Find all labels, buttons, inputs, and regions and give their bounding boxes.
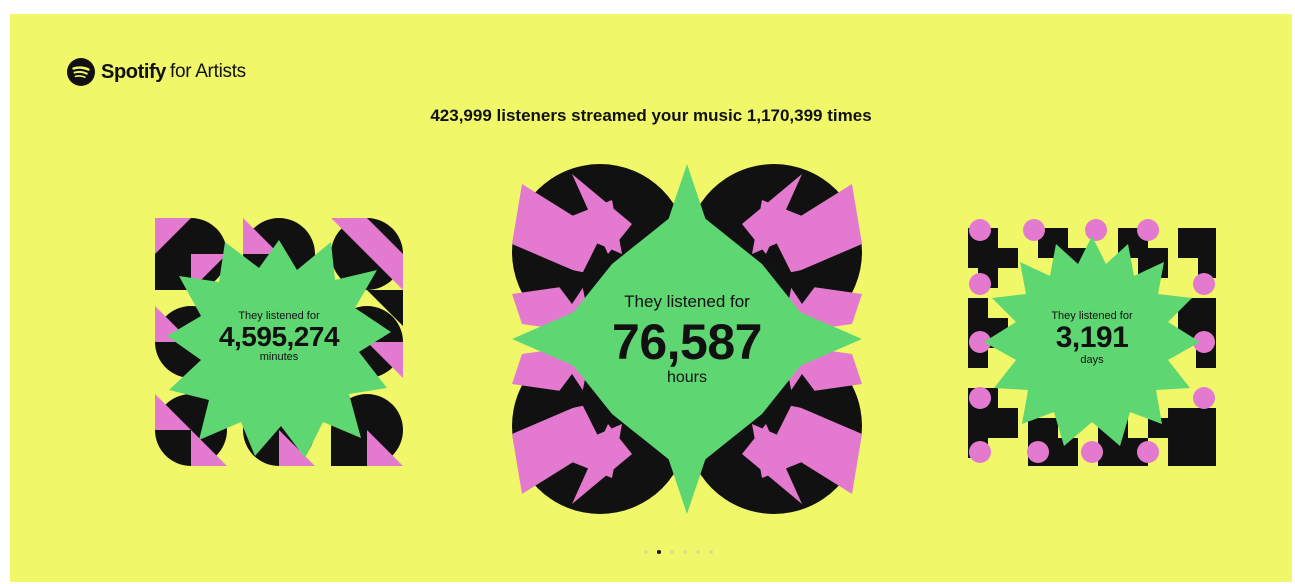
days-card-value: 3,191 xyxy=(1055,321,1129,354)
hours-card-artwork xyxy=(512,164,862,514)
days-card-lead: They listened for xyxy=(1051,310,1133,322)
days-card-text: They listened for 3,191 days xyxy=(968,310,1216,366)
pagination-dot[interactable] xyxy=(670,550,674,554)
pagination-dot[interactable] xyxy=(709,550,713,554)
hours-card-value: 76,587 xyxy=(612,314,762,370)
brand-suffix: for Artists xyxy=(169,61,246,82)
pagination-dot[interactable] xyxy=(657,550,661,554)
minutes-card-text: They listened for 4,595,274 minutes xyxy=(155,310,403,363)
minutes-card-value: 4,595,274 xyxy=(218,321,340,352)
hours-card-text: They listened for 76,587 hours xyxy=(512,292,862,387)
minutes-card-artwork xyxy=(155,218,403,466)
spotify-logo-icon xyxy=(67,58,95,86)
hours-card[interactable]: They listened for 76,587 hours xyxy=(512,164,862,514)
minutes-card[interactable]: They listened for 4,595,274 minutes xyxy=(155,218,403,466)
hours-card-unit: hours xyxy=(666,368,708,386)
pagination-dot[interactable] xyxy=(644,550,648,554)
listeners-headline: 423,999 listeners streamed your music 1,… xyxy=(430,106,872,125)
hours-card-lead: They listened for xyxy=(624,292,750,311)
carousel-pagination xyxy=(644,550,713,554)
minutes-card-lead: They listened for xyxy=(238,310,320,322)
pagination-dot[interactable] xyxy=(683,550,687,554)
minutes-card-unit: minutes xyxy=(259,351,299,364)
days-card-unit: days xyxy=(1080,353,1104,366)
wrapped-stage: Spotify for Artists 423,999 listeners st… xyxy=(10,14,1292,582)
days-card[interactable]: They listened for 3,191 days xyxy=(968,218,1216,466)
spotify-for-artists-logo[interactable]: Spotify for Artists xyxy=(67,58,246,86)
pagination-dot[interactable] xyxy=(696,550,700,554)
brand-name: Spotify xyxy=(101,60,166,83)
days-card-artwork xyxy=(968,218,1216,466)
